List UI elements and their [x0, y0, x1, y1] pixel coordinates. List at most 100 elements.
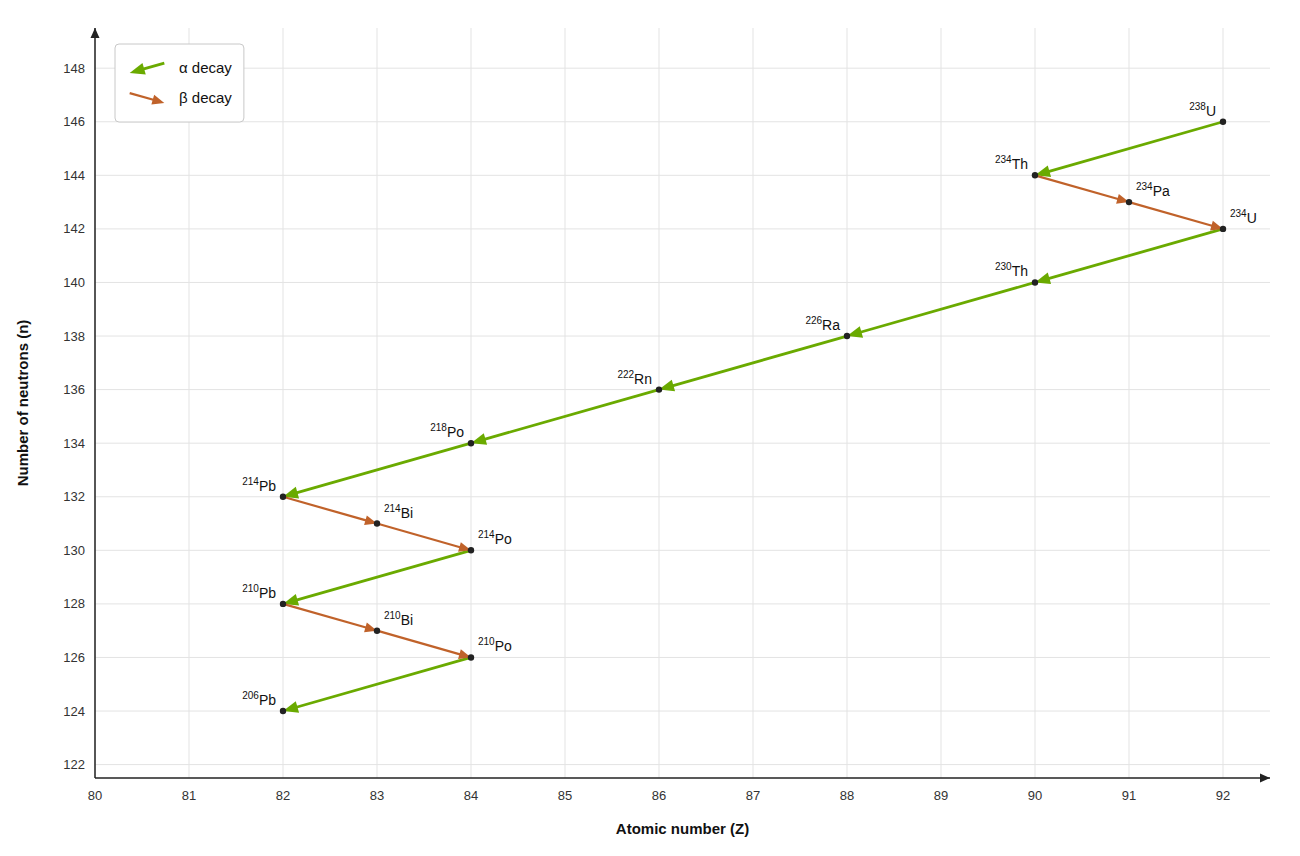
arrow-shaft — [1035, 175, 1120, 199]
nuclide-label: 218Po — [430, 422, 464, 440]
y-tick-label: 134 — [63, 436, 85, 451]
grid-line-y — [95, 603, 1270, 604]
nuclide-point — [280, 708, 286, 714]
nuclides — [280, 119, 1226, 715]
legend-swatch — [130, 93, 165, 104]
nuclide-point — [1032, 279, 1038, 285]
arrow-shaft — [1129, 202, 1214, 226]
legend-box — [115, 44, 244, 122]
x-tick-label: 81 — [182, 788, 196, 803]
x-tick-label: 91 — [1122, 788, 1136, 803]
y-tick-label: 148 — [63, 61, 85, 76]
nuclide-point — [374, 627, 380, 633]
grid-line-y — [95, 657, 1270, 658]
data-area — [280, 119, 1226, 715]
mass-number: 214 — [478, 529, 495, 540]
arrow-shaft — [671, 336, 847, 386]
nuclide-label: 222Rn — [617, 369, 652, 387]
grid-line-y — [95, 336, 1270, 337]
nuclide-point — [280, 494, 286, 500]
grid-line-x — [753, 28, 754, 778]
arrow-shaft — [377, 524, 462, 548]
nuclide-label: 214Po — [478, 529, 512, 547]
grid-line-y — [95, 711, 1270, 712]
element-symbol: Pa — [1153, 183, 1170, 199]
decay-series — [283, 175, 1223, 659]
grid-line-x — [377, 28, 378, 778]
y-tick-label: 140 — [63, 275, 85, 290]
y-tick-label: 136 — [63, 382, 85, 397]
mass-number: 210 — [478, 636, 495, 647]
arrow-shaft — [295, 657, 471, 707]
grid-line-x — [189, 28, 190, 778]
mass-number: 210 — [242, 583, 259, 594]
grid-line-y — [95, 389, 1270, 390]
element-symbol: U — [1247, 210, 1257, 226]
nuclide-label: 214Pb — [242, 476, 276, 494]
grid-line-y — [95, 282, 1270, 283]
mass-number: 222 — [617, 369, 634, 380]
grid-line-x — [471, 28, 472, 778]
nuclide-point — [1220, 119, 1226, 125]
nuclide-label: 206Pb — [242, 690, 276, 708]
decay-arrow — [1035, 122, 1223, 177]
y-tick-label: 146 — [63, 114, 85, 129]
nuclide-point — [374, 520, 380, 526]
x-axis-arrow — [1260, 774, 1270, 783]
decay-arrow — [1035, 229, 1223, 284]
mass-number: 234 — [995, 154, 1012, 165]
grid-line-y — [95, 121, 1270, 122]
decay-arrow — [659, 336, 847, 391]
x-tick-label: 87 — [746, 788, 760, 803]
decay-arrow — [377, 524, 471, 552]
nuclide-label: 214Bi — [384, 503, 413, 521]
mass-number: 214 — [242, 476, 259, 487]
grid-line-x — [95, 28, 96, 778]
element-symbol: Bi — [401, 612, 413, 628]
nuclide-label: 234U — [1230, 208, 1257, 226]
grid-line-x — [565, 28, 566, 778]
grid-line-x — [847, 28, 848, 778]
element-symbol: Po — [495, 531, 512, 547]
decay-arrow — [847, 282, 1035, 337]
element-symbol: Bi — [401, 505, 413, 521]
element-symbol: Pb — [259, 585, 276, 601]
arrow-shaft — [283, 604, 368, 628]
decay-arrow — [1035, 175, 1129, 203]
arrow-shaft — [483, 390, 659, 440]
mass-number: 214 — [384, 503, 401, 514]
x-tick-label: 80 — [88, 788, 102, 803]
grid-line-y — [95, 228, 1270, 229]
grid-line-x — [941, 28, 942, 778]
y-axis-line — [94, 28, 96, 778]
nuclide-label: 238U — [1189, 101, 1216, 119]
grid-line-x — [1035, 28, 1036, 778]
nuclide-label: 234Th — [995, 154, 1028, 172]
decay-series — [283, 122, 1223, 713]
nuclide-point — [844, 333, 850, 339]
grid-line-x — [283, 28, 284, 778]
nuclide-point — [468, 654, 474, 660]
mass-number: 206 — [242, 690, 259, 701]
nuclide-label: 210Pb — [242, 583, 276, 601]
grid-line-y — [95, 443, 1270, 444]
arrow-shaft — [130, 93, 155, 100]
nuclide-label: 230Th — [995, 261, 1028, 279]
element-symbol: Po — [447, 424, 464, 440]
axes — [91, 28, 1271, 783]
mass-number: 234 — [1230, 208, 1247, 219]
x-tick-label: 88 — [840, 788, 854, 803]
grid-line-x — [659, 28, 660, 778]
x-tick-label: 89 — [934, 788, 948, 803]
nuclide-label: 210Bi — [384, 610, 413, 628]
nuclide-point — [1220, 226, 1226, 232]
element-symbol: Pb — [259, 692, 276, 708]
decay-arrow — [283, 497, 377, 525]
mass-number: 230 — [995, 261, 1012, 272]
grid — [95, 28, 1270, 778]
arrow-shaft — [283, 497, 368, 521]
decay-arrow — [283, 443, 471, 498]
x-tick-label: 92 — [1216, 788, 1230, 803]
nuclide-labels: 238U234Th234Pa234U230Th226Ra222Rn218Po21… — [242, 101, 1257, 708]
element-symbol: U — [1206, 103, 1216, 119]
